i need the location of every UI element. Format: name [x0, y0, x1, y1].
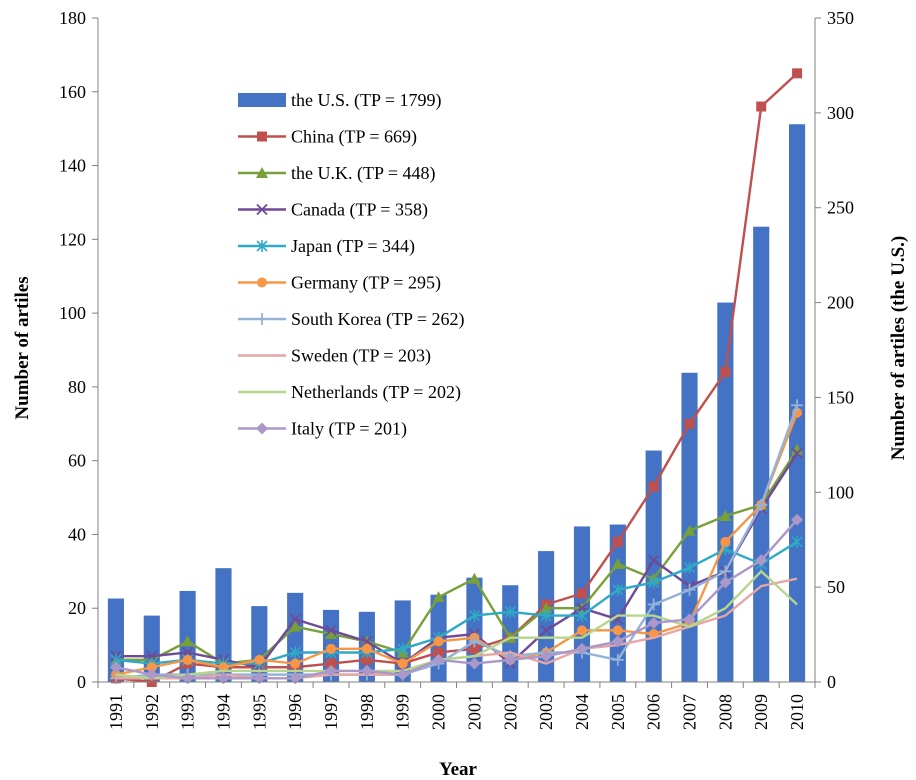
y-tick-label: 140: [59, 156, 86, 176]
point-germany-1993: [183, 655, 193, 665]
point-china-2006: [649, 481, 659, 491]
point-china-2005: [613, 537, 623, 547]
y-tick-label: 120: [59, 229, 86, 249]
point-germany-1996: [290, 659, 300, 669]
legend-label-sweden: Sweden (TP = 203): [291, 346, 431, 367]
bar-2008: [717, 303, 733, 682]
y2-tick-label: 100: [827, 482, 854, 502]
legend: the U.S. (TP = 1799) China (TP = 669) the …: [238, 90, 464, 440]
y-tick-label: 20: [68, 598, 86, 618]
x-tick-label: 2010: [787, 694, 807, 730]
legend-swatch-the-u-s: [238, 93, 286, 107]
x-tick-label: 2001: [464, 694, 484, 730]
y2-tick-label: 50: [827, 577, 845, 597]
x-axis-title: Year: [439, 759, 478, 780]
point-germany-1999: [398, 659, 408, 669]
y-axis-title: Number of artiles: [12, 276, 33, 419]
x-tick-label: 1994: [213, 694, 233, 730]
y2-tick-label: 350: [827, 8, 854, 28]
x-tick-label: 1999: [393, 694, 413, 730]
x-tick-label: 2004: [572, 694, 592, 730]
y-tick-label: 0: [77, 672, 86, 692]
legend-marker-south-korea: [256, 313, 268, 325]
legend-label-germany: Germany (TP = 295): [291, 273, 441, 294]
y-tick-label: 100: [59, 303, 86, 323]
x-tick-label: 2000: [429, 694, 449, 730]
x-tick-label: 1993: [178, 694, 198, 730]
legend-label-china: China (TP = 669): [291, 127, 417, 148]
y-tick-label: 180: [59, 8, 86, 28]
legend-label-canada: Canada (TP = 358): [291, 200, 428, 221]
y-tick-label: 160: [59, 82, 86, 102]
legend-marker-italy: [256, 423, 268, 435]
point-germany-1995: [254, 655, 264, 665]
x-tick-label: 1998: [357, 694, 377, 730]
y2-tick-label: 300: [827, 103, 854, 123]
point-china-2009: [756, 102, 766, 112]
x-tick-label: 1992: [142, 694, 162, 730]
y-tick-label: 40: [68, 524, 86, 544]
y2-axis-title: Number of artiles (the U.S.): [888, 236, 909, 460]
legend-label-the-u-k: the U.K. (TP = 448): [291, 163, 435, 184]
y-tick-label: 60: [68, 451, 86, 471]
x-tick-label: 1995: [249, 694, 269, 730]
legend-marker-china: [257, 132, 267, 142]
x-tick-label: 1996: [285, 694, 305, 730]
axes-layer: 0 20 40 60 80 100 120 140 160 180 0 50 100 150 200 250 3…: [59, 8, 854, 730]
y2-tick-label: 250: [827, 198, 854, 218]
point-china-2008: [720, 367, 730, 377]
point-germany-2008: [720, 537, 730, 547]
legend-label-netherlands: Netherlands (TP = 202): [291, 382, 461, 403]
x-tick-label: 1997: [321, 694, 341, 730]
bar-2009: [753, 227, 769, 682]
legend-label-italy: Italy (TP = 201): [291, 419, 407, 440]
y2-tick-label: 0: [827, 672, 836, 692]
y-tick-label: 80: [68, 377, 86, 397]
x-tick-label: 2007: [680, 694, 700, 730]
y2-tick-label: 200: [827, 293, 854, 313]
point-germany-1998: [362, 644, 372, 654]
y2-tick-label: 150: [827, 387, 854, 407]
point-germany-2004: [577, 625, 587, 635]
x-tick-label: 2003: [536, 694, 556, 730]
point-china-2007: [685, 419, 695, 429]
legend-label-the-u-s: the U.S. (TP = 1799): [291, 90, 441, 111]
point-china-2010: [792, 68, 802, 78]
x-tick-label: 2009: [751, 694, 771, 730]
point-germany-2005: [613, 625, 623, 635]
legend-label-south-korea: South Korea (TP = 262): [291, 309, 464, 330]
legend-marker-germany: [257, 278, 267, 288]
point-germany-2000: [434, 636, 444, 646]
legend-label-japan: Japan (TP = 344): [291, 236, 415, 257]
lines-layer: [110, 68, 803, 687]
x-tick-label: 2002: [500, 694, 520, 730]
point-china-2004: [577, 588, 587, 598]
x-tick-label: 1991: [106, 694, 126, 730]
x-tick-label: 2008: [715, 694, 735, 730]
point-germany-1997: [326, 644, 336, 654]
x-tick-label: 2005: [608, 694, 628, 730]
x-tick-label: 2006: [644, 694, 664, 730]
